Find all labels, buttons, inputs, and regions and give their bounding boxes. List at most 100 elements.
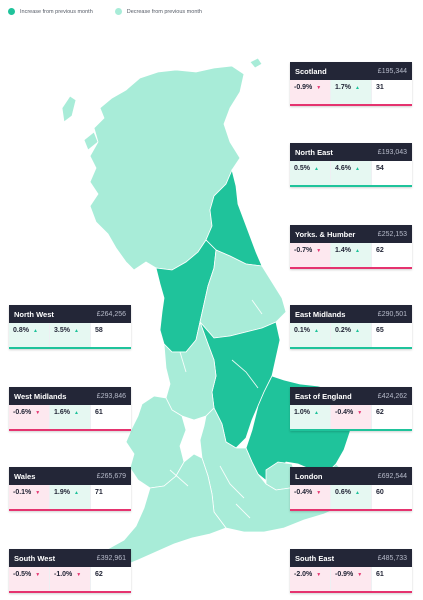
region-card-south-east: South East £485,733 -2.0% ▼ -0.9% ▼ 61: [290, 549, 412, 593]
region-card-header: West Midlands £293,846: [9, 387, 131, 405]
arrow-up-icon: ▲: [354, 165, 360, 172]
legend-item-increase: Increase from previous month: [8, 8, 93, 15]
region-name: East of England: [295, 391, 352, 401]
days-on-market-value: 31: [376, 84, 384, 91]
arrow-up-icon: ▲: [313, 409, 319, 416]
region-card-yorks-humber: Yorks. & Humber £252,153 -0.7% ▼ 1.4% ▲ 62: [290, 225, 412, 269]
region-average-price: £193,043: [377, 148, 407, 156]
trend-accent-bar: [9, 591, 131, 593]
arrow-down-icon: ▼: [316, 489, 322, 496]
days-on-market-value: 62: [376, 247, 384, 254]
region-name: North West: [14, 309, 54, 319]
yearly-change-cell: -0.9% ▼: [330, 567, 371, 593]
monthly-change-cell: -0.1% ▼: [9, 485, 49, 511]
days-on-market-cell: 62: [371, 243, 412, 269]
yearly-change-cell: -1.0% ▼: [49, 567, 90, 593]
days-on-market-value: 65: [376, 327, 384, 334]
yearly-change-value: 1.4%: [335, 247, 351, 254]
island-western-isles: [61, 95, 77, 123]
region-card-header: London £692,544: [290, 467, 412, 485]
region-card-header: North East £193,043: [290, 143, 412, 161]
yearly-change-cell: 3.5% ▲: [49, 323, 90, 349]
region-card-header: Scotland £195,344: [290, 62, 412, 80]
days-on-market-value: 61: [95, 409, 103, 416]
region-average-price: £252,153: [377, 230, 407, 238]
region-average-price: £265,679: [96, 472, 126, 480]
monthly-change-cell: -0.6% ▼: [9, 405, 49, 431]
region-average-price: £692,544: [377, 472, 407, 480]
days-on-market-value: 71: [95, 489, 103, 496]
region-name: East Midlands: [295, 309, 346, 319]
trend-accent-bar: [9, 347, 131, 349]
region-card-scotland: Scotland £195,344 -0.9% ▼ 1.7% ▲ 31: [290, 62, 412, 106]
monthly-change-cell: -0.5% ▼: [9, 567, 49, 593]
yearly-change-value: -0.4%: [335, 409, 354, 416]
region-card-header: South West £392,961: [9, 549, 131, 567]
region-average-price: £195,344: [377, 67, 407, 75]
arrow-up-icon: ▲: [354, 84, 360, 91]
arrow-up-icon: ▲: [73, 489, 79, 496]
days-on-market-value: 54: [376, 165, 384, 172]
region-card-wales: Wales £265,679 -0.1% ▼ 1.9% ▲ 71: [9, 467, 131, 511]
monthly-change-value: -0.9%: [294, 84, 313, 91]
days-on-market-cell: 60: [371, 485, 412, 511]
days-on-market-cell: 62: [371, 405, 412, 431]
days-on-market-cell: 71: [90, 485, 131, 511]
region-card-south-west: South West £392,961 -0.5% ▼ -1.0% ▼ 62: [9, 549, 131, 593]
monthly-change-value: -0.5%: [13, 571, 32, 578]
island-orkney: [249, 57, 263, 69]
region-name: Wales: [14, 471, 36, 481]
days-on-market-cell: 31: [371, 80, 412, 106]
yearly-change-cell: 0.6% ▲: [330, 485, 371, 511]
region-name: North East: [295, 147, 333, 157]
region-card-west-midlands: West Midlands £293,846 -0.6% ▼ 1.6% ▲ 61: [9, 387, 131, 431]
trend-accent-bar: [9, 429, 131, 431]
region-card-north-west: North West £264,256 0.8% ▲ 3.5% ▲ 58: [9, 305, 131, 349]
arrow-down-icon: ▼: [76, 571, 82, 578]
days-on-market-cell: 62: [90, 567, 131, 593]
monthly-change-cell: 0.1% ▲: [290, 323, 330, 349]
yearly-change-cell: 4.6% ▲: [330, 161, 371, 187]
legend-item-decrease: Decrease from previous month: [114, 8, 202, 15]
monthly-change-value: 1.0%: [294, 409, 310, 416]
monthly-change-value: 0.1%: [294, 327, 310, 334]
arrow-up-icon: ▲: [354, 327, 360, 334]
map-legend: Increase from previous month Decrease fr…: [8, 8, 202, 15]
region-name: Yorks. & Humber: [295, 229, 356, 239]
monthly-change-value: 0.8%: [13, 327, 29, 334]
arrow-up-icon: ▲: [32, 327, 38, 334]
yearly-change-value: 0.2%: [335, 327, 351, 334]
trend-accent-bar: [9, 509, 131, 511]
yearly-change-value: 1.9%: [54, 489, 70, 496]
yearly-change-cell: 1.4% ▲: [330, 243, 371, 269]
monthly-change-cell: -0.4% ▼: [290, 485, 330, 511]
region-card-header: East of England £424,262: [290, 387, 412, 405]
yearly-change-value: 1.6%: [54, 409, 70, 416]
region-card-header: North West £264,256: [9, 305, 131, 323]
region-card-header: Wales £265,679: [9, 467, 131, 485]
days-on-market-cell: 65: [371, 323, 412, 349]
region-average-price: £264,256: [96, 310, 126, 318]
legend-label-increase: Increase from previous month: [20, 8, 93, 15]
days-on-market-value: 62: [376, 409, 384, 416]
monthly-change-value: -0.1%: [13, 489, 32, 496]
trend-accent-bar: [290, 267, 412, 269]
arrow-down-icon: ▼: [35, 409, 41, 416]
trend-accent-bar: [290, 185, 412, 187]
monthly-change-value: -0.7%: [294, 247, 313, 254]
monthly-change-value: -2.0%: [294, 571, 313, 578]
region-average-price: £392,961: [96, 554, 126, 562]
arrow-down-icon: ▼: [316, 571, 322, 578]
yearly-change-cell: 0.2% ▲: [330, 323, 371, 349]
trend-accent-bar: [290, 509, 412, 511]
trend-accent-bar: [290, 347, 412, 349]
monthly-change-cell: 0.8% ▲: [9, 323, 49, 349]
region-average-price: £290,501: [377, 310, 407, 318]
yearly-change-value: 3.5%: [54, 327, 70, 334]
region-name: London: [295, 471, 323, 481]
legend-swatch-decrease: [114, 8, 122, 15]
monthly-change-cell: 0.5% ▲: [290, 161, 330, 187]
days-on-market-cell: 54: [371, 161, 412, 187]
region-card-east-of-england: East of England £424,262 1.0% ▲ -0.4% ▼ 62: [290, 387, 412, 431]
